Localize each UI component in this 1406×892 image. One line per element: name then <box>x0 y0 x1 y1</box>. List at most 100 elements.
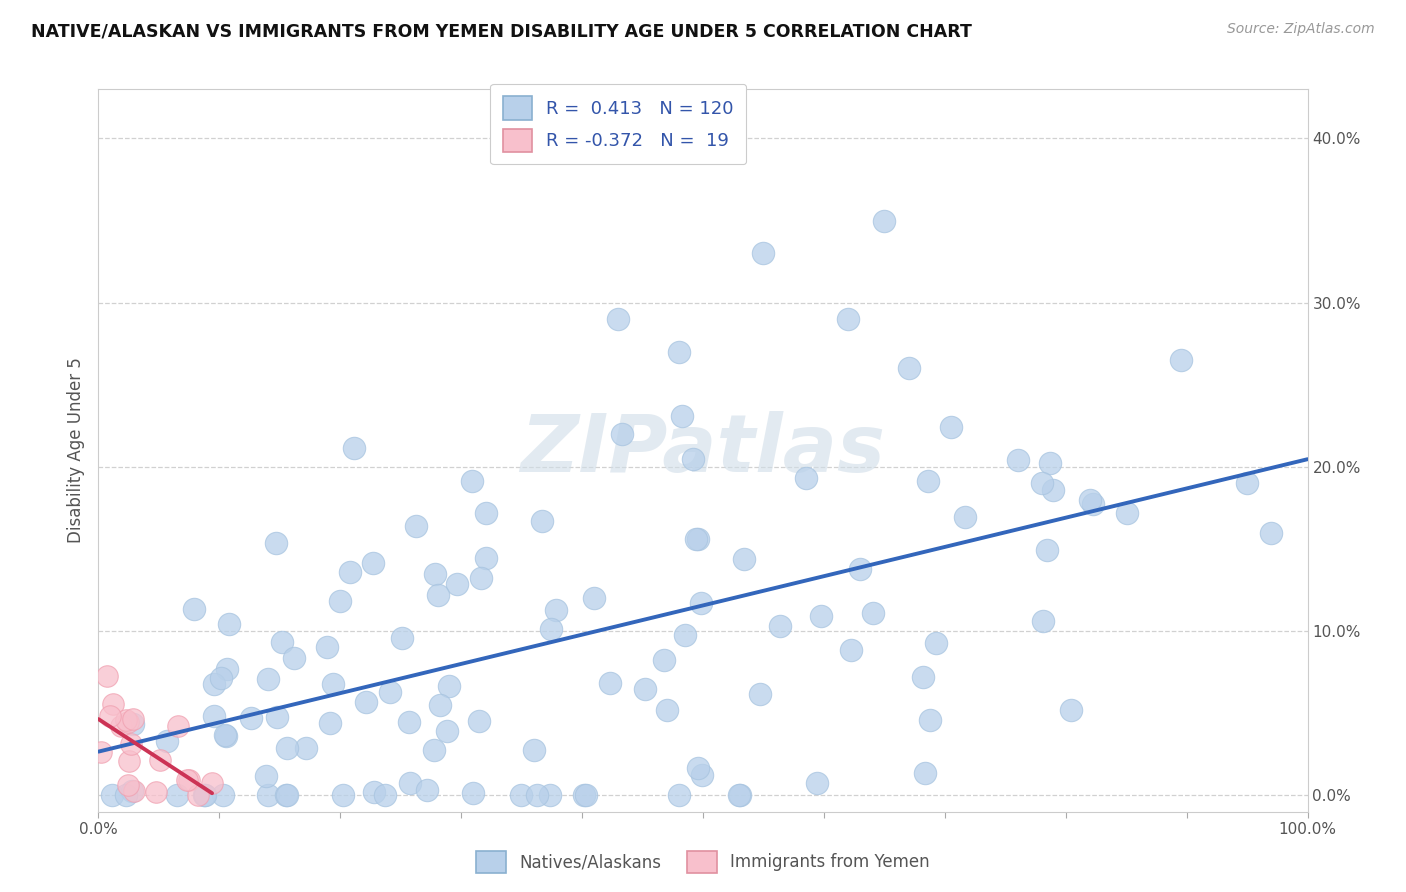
Point <box>873 213 896 227</box>
Point <box>361 556 384 570</box>
Point <box>121 712 143 726</box>
Point <box>374 789 396 803</box>
Point <box>120 738 142 752</box>
Point <box>177 773 200 788</box>
Point <box>1115 506 1137 520</box>
Point <box>654 653 676 667</box>
Point <box>575 789 598 803</box>
Point <box>470 571 492 585</box>
Point <box>110 719 132 733</box>
Text: ZIPatlas: ZIPatlas <box>520 411 886 490</box>
Point <box>461 786 484 800</box>
Point <box>436 723 458 738</box>
Point <box>101 697 124 711</box>
Point <box>218 617 240 632</box>
Point <box>378 685 401 699</box>
Point <box>837 312 859 326</box>
Point <box>254 769 277 783</box>
Point <box>546 603 568 617</box>
Point <box>917 475 939 489</box>
Point <box>118 754 141 768</box>
Point <box>748 687 770 701</box>
Point <box>540 622 562 636</box>
Point <box>769 619 792 633</box>
Point <box>117 777 139 791</box>
Point <box>166 789 188 803</box>
Point <box>599 676 621 690</box>
Point <box>671 409 693 423</box>
Point <box>475 506 498 520</box>
Point <box>274 789 297 803</box>
Point <box>733 551 755 566</box>
Point <box>240 711 263 725</box>
Point <box>121 784 143 798</box>
Text: Source: ZipAtlas.com: Source: ZipAtlas.com <box>1227 22 1375 37</box>
Point <box>633 681 655 696</box>
Point <box>1236 476 1258 491</box>
Point <box>1081 497 1104 511</box>
Point <box>256 672 278 686</box>
Point <box>1032 614 1054 628</box>
Point <box>862 606 884 620</box>
Point <box>1060 703 1083 717</box>
Point <box>426 588 449 602</box>
Point <box>1042 483 1064 498</box>
Point <box>446 577 468 591</box>
Point <box>294 740 316 755</box>
Point <box>215 729 238 743</box>
Point <box>1260 525 1282 540</box>
Point <box>176 772 198 787</box>
Point <box>849 561 872 575</box>
Point <box>939 419 962 434</box>
Point <box>217 662 239 676</box>
Point <box>266 710 288 724</box>
Point <box>897 361 920 376</box>
Point <box>319 715 342 730</box>
Point <box>114 714 136 728</box>
Point <box>439 679 461 693</box>
Point <box>607 312 630 326</box>
Point <box>167 718 190 732</box>
Point <box>531 514 554 528</box>
Point <box>202 676 225 690</box>
Point <box>796 471 818 485</box>
Point <box>688 761 710 775</box>
Point <box>612 426 634 441</box>
Point <box>316 640 339 655</box>
Point <box>194 789 217 803</box>
Point <box>510 789 533 803</box>
Point <box>187 789 209 803</box>
Point <box>212 789 235 803</box>
Point <box>572 789 595 803</box>
Point <box>322 677 344 691</box>
Point <box>655 703 678 717</box>
Point <box>122 784 145 798</box>
Point <box>668 789 690 803</box>
Point <box>841 643 863 657</box>
Point <box>264 536 287 550</box>
Point <box>405 518 427 533</box>
Point <box>1039 456 1062 470</box>
Point <box>806 776 828 790</box>
Point <box>728 789 751 803</box>
Point <box>468 714 491 728</box>
Point <box>399 776 422 790</box>
Legend: R =  0.413   N = 120, R = -0.372   N =  19: R = 0.413 N = 120, R = -0.372 N = 19 <box>491 84 747 164</box>
Point <box>339 565 361 579</box>
Point <box>690 768 713 782</box>
Point <box>283 650 305 665</box>
Point <box>914 766 936 780</box>
Point <box>363 785 385 799</box>
Point <box>682 452 704 467</box>
Point <box>668 345 690 359</box>
Text: NATIVE/ALASKAN VS IMMIGRANTS FROM YEMEN DISABILITY AGE UNDER 5 CORRELATION CHART: NATIVE/ALASKAN VS IMMIGRANTS FROM YEMEN … <box>31 22 972 40</box>
Point <box>398 714 420 729</box>
Point <box>686 532 709 546</box>
Point <box>256 789 278 803</box>
Point <box>953 509 976 524</box>
Legend: Natives/Alaskans, Immigrants from Yemen: Natives/Alaskans, Immigrants from Yemen <box>470 845 936 880</box>
Point <box>270 635 292 649</box>
Point <box>214 727 236 741</box>
Point <box>690 596 713 610</box>
Point <box>685 532 707 546</box>
